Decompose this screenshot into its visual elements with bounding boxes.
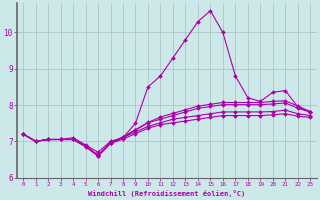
X-axis label: Windchill (Refroidissement éolien,°C): Windchill (Refroidissement éolien,°C) [88, 190, 245, 197]
